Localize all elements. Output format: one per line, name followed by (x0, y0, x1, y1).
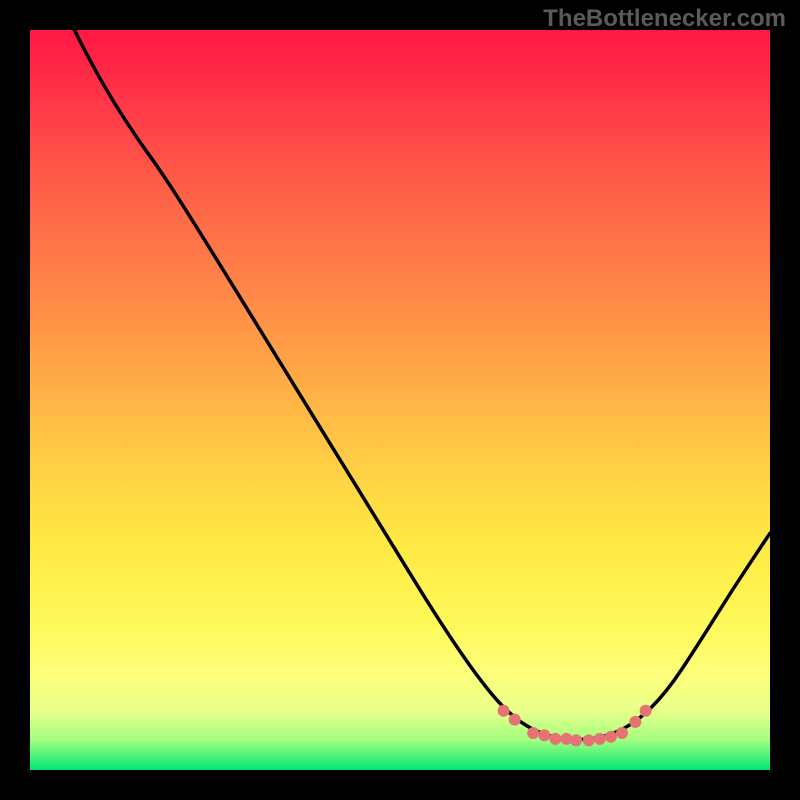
watermark-text: TheBottlenecker.com (543, 5, 786, 33)
marker-dot (605, 731, 617, 743)
marker-dot (583, 734, 595, 746)
marker-dot (594, 733, 606, 745)
marker-dot (527, 727, 539, 739)
marker-dot (640, 705, 652, 717)
marker-dot (509, 714, 521, 726)
chart-svg (30, 30, 770, 770)
chart-area (30, 30, 770, 770)
marker-dot (549, 733, 561, 745)
marker-dot (498, 705, 510, 717)
marker-dot (538, 729, 550, 741)
marker-dot (570, 734, 582, 746)
marker-dot (629, 716, 641, 728)
marker-dot (616, 727, 628, 739)
